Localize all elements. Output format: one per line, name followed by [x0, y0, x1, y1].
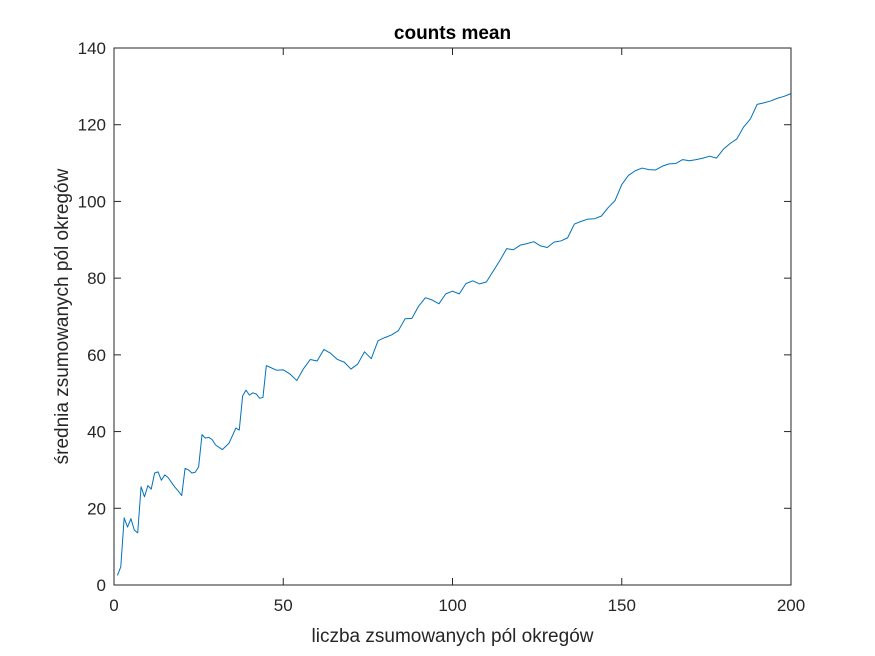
series-group [116, 93, 792, 576]
tick-labels: 0 50 100 150 200 0 20 40 60 80 100 120 140 [78, 39, 806, 615]
chart-title: counts mean [394, 23, 511, 44]
y-tick-label: 20 [87, 499, 106, 518]
x-tick-label: 0 [109, 596, 118, 615]
y-tick-label: 80 [87, 269, 106, 288]
y-tick-label: 140 [78, 39, 106, 58]
axes-box [113, 47, 792, 586]
y-axis-label: średnia zsumowanych pól okregów [52, 168, 73, 464]
x-tick-label: 200 [777, 596, 805, 615]
y-tick-label: 60 [87, 346, 106, 365]
y-tick-label: 100 [78, 192, 106, 211]
plot-area [114, 48, 791, 585]
y-tick-label: 0 [97, 576, 106, 595]
series-line [116, 93, 792, 576]
x-tick-label: 150 [608, 596, 636, 615]
y-tick-label: 120 [78, 116, 106, 135]
y-tick-label: 40 [87, 423, 106, 442]
x-axis-label: liczba zsumowanych pól okregów [312, 626, 594, 647]
x-tick-label: 50 [274, 596, 293, 615]
x-tick-label: 100 [438, 596, 466, 615]
